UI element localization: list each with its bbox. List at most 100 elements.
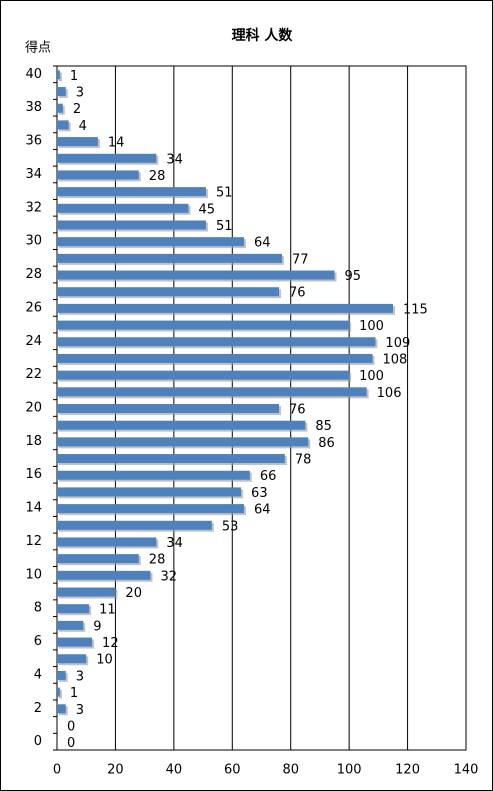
bar	[57, 504, 244, 514]
bar	[57, 470, 250, 480]
y-tick-label: 10	[25, 567, 42, 582]
data-label: 10	[96, 653, 113, 668]
data-label: 2	[73, 102, 81, 117]
data-label: 12	[102, 636, 119, 651]
x-tick-label: 40	[166, 763, 183, 778]
bar-shadow	[59, 72, 62, 82]
y-tick-label: 4	[34, 667, 42, 682]
bar	[57, 620, 84, 630]
bar	[57, 287, 280, 297]
bar-shadow	[59, 689, 62, 699]
x-tick-label: 120	[395, 763, 420, 778]
bar	[57, 237, 244, 247]
bar	[57, 520, 212, 530]
y-tick-label: 24	[25, 334, 42, 349]
bar	[57, 253, 282, 263]
y-tick-label: 6	[34, 634, 42, 649]
bar	[57, 87, 66, 97]
y-tick-label: 32	[25, 200, 42, 215]
bar	[57, 670, 66, 680]
bar	[57, 70, 60, 80]
bar	[57, 537, 157, 547]
data-label: 0	[67, 719, 75, 734]
data-label: 3	[76, 86, 84, 101]
data-label: 28	[149, 553, 166, 568]
bar	[57, 637, 93, 647]
data-label: 45	[198, 202, 215, 217]
data-label: 53	[222, 519, 239, 534]
bar	[57, 420, 306, 430]
data-label: 64	[254, 236, 271, 251]
bar	[57, 587, 116, 597]
data-label: 51	[216, 186, 233, 201]
bar	[57, 387, 367, 397]
bar	[57, 187, 206, 197]
data-label: 9	[93, 619, 101, 634]
data-label: 86	[318, 436, 335, 451]
data-label: 20	[125, 586, 142, 601]
bar	[57, 654, 87, 664]
bar	[57, 687, 60, 697]
y-tick-label: 0	[34, 734, 42, 749]
data-label: 100	[359, 319, 384, 334]
data-label: 63	[251, 486, 268, 501]
bar	[57, 370, 350, 380]
x-tick-label: 20	[107, 763, 124, 778]
bar	[57, 320, 350, 330]
x-tick-label: 0	[53, 763, 61, 778]
bar	[57, 170, 139, 180]
y-tick-label: 28	[25, 267, 42, 282]
bar	[57, 153, 157, 163]
bar	[57, 704, 66, 714]
y-tick-label: 26	[25, 300, 42, 315]
data-label: 64	[254, 503, 271, 518]
y-tick-label: 8	[34, 601, 42, 616]
data-label: 77	[292, 252, 309, 267]
bar	[57, 203, 189, 213]
data-label: 34	[166, 152, 183, 167]
data-label: 51	[216, 219, 233, 234]
x-tick-label: 100	[337, 763, 362, 778]
y-tick-label: 2	[34, 701, 42, 716]
bar	[57, 570, 151, 580]
y-axis-label: 得点	[25, 40, 51, 56]
y-tick-label: 18	[25, 434, 42, 449]
data-label: 115	[403, 302, 428, 317]
bar	[57, 454, 285, 464]
data-label: 32	[160, 569, 177, 584]
data-label: 11	[99, 603, 116, 618]
y-tick-label: 20	[25, 401, 42, 416]
y-tick-label: 30	[25, 234, 42, 249]
bar	[57, 303, 393, 313]
bar	[57, 353, 373, 363]
bar	[57, 604, 90, 614]
data-label: 76	[289, 403, 306, 418]
x-tick-label: 140	[454, 763, 479, 778]
bar	[57, 337, 376, 347]
data-label: 28	[149, 169, 166, 184]
data-label: 95	[345, 269, 362, 284]
chart-title: 理科 人数	[232, 27, 294, 44]
y-tick-label: 14	[25, 501, 42, 516]
bar	[57, 554, 139, 564]
bar	[57, 220, 206, 230]
y-tick-label: 38	[25, 100, 42, 115]
data-label: 76	[289, 286, 306, 301]
data-label: 108	[383, 352, 408, 367]
data-label: 3	[76, 669, 84, 684]
data-label: 78	[295, 453, 312, 468]
data-label: 4	[79, 119, 87, 134]
data-label: 0	[67, 736, 75, 751]
bar	[57, 137, 98, 147]
y-tick-label: 36	[25, 134, 42, 149]
data-label: 66	[260, 469, 277, 484]
y-tick-label: 34	[25, 167, 42, 182]
data-label: 109	[385, 336, 410, 351]
bar	[57, 120, 69, 130]
data-label: 85	[315, 419, 332, 434]
data-label: 3	[76, 703, 84, 718]
x-tick-label: 80	[282, 763, 299, 778]
bar	[57, 437, 309, 447]
